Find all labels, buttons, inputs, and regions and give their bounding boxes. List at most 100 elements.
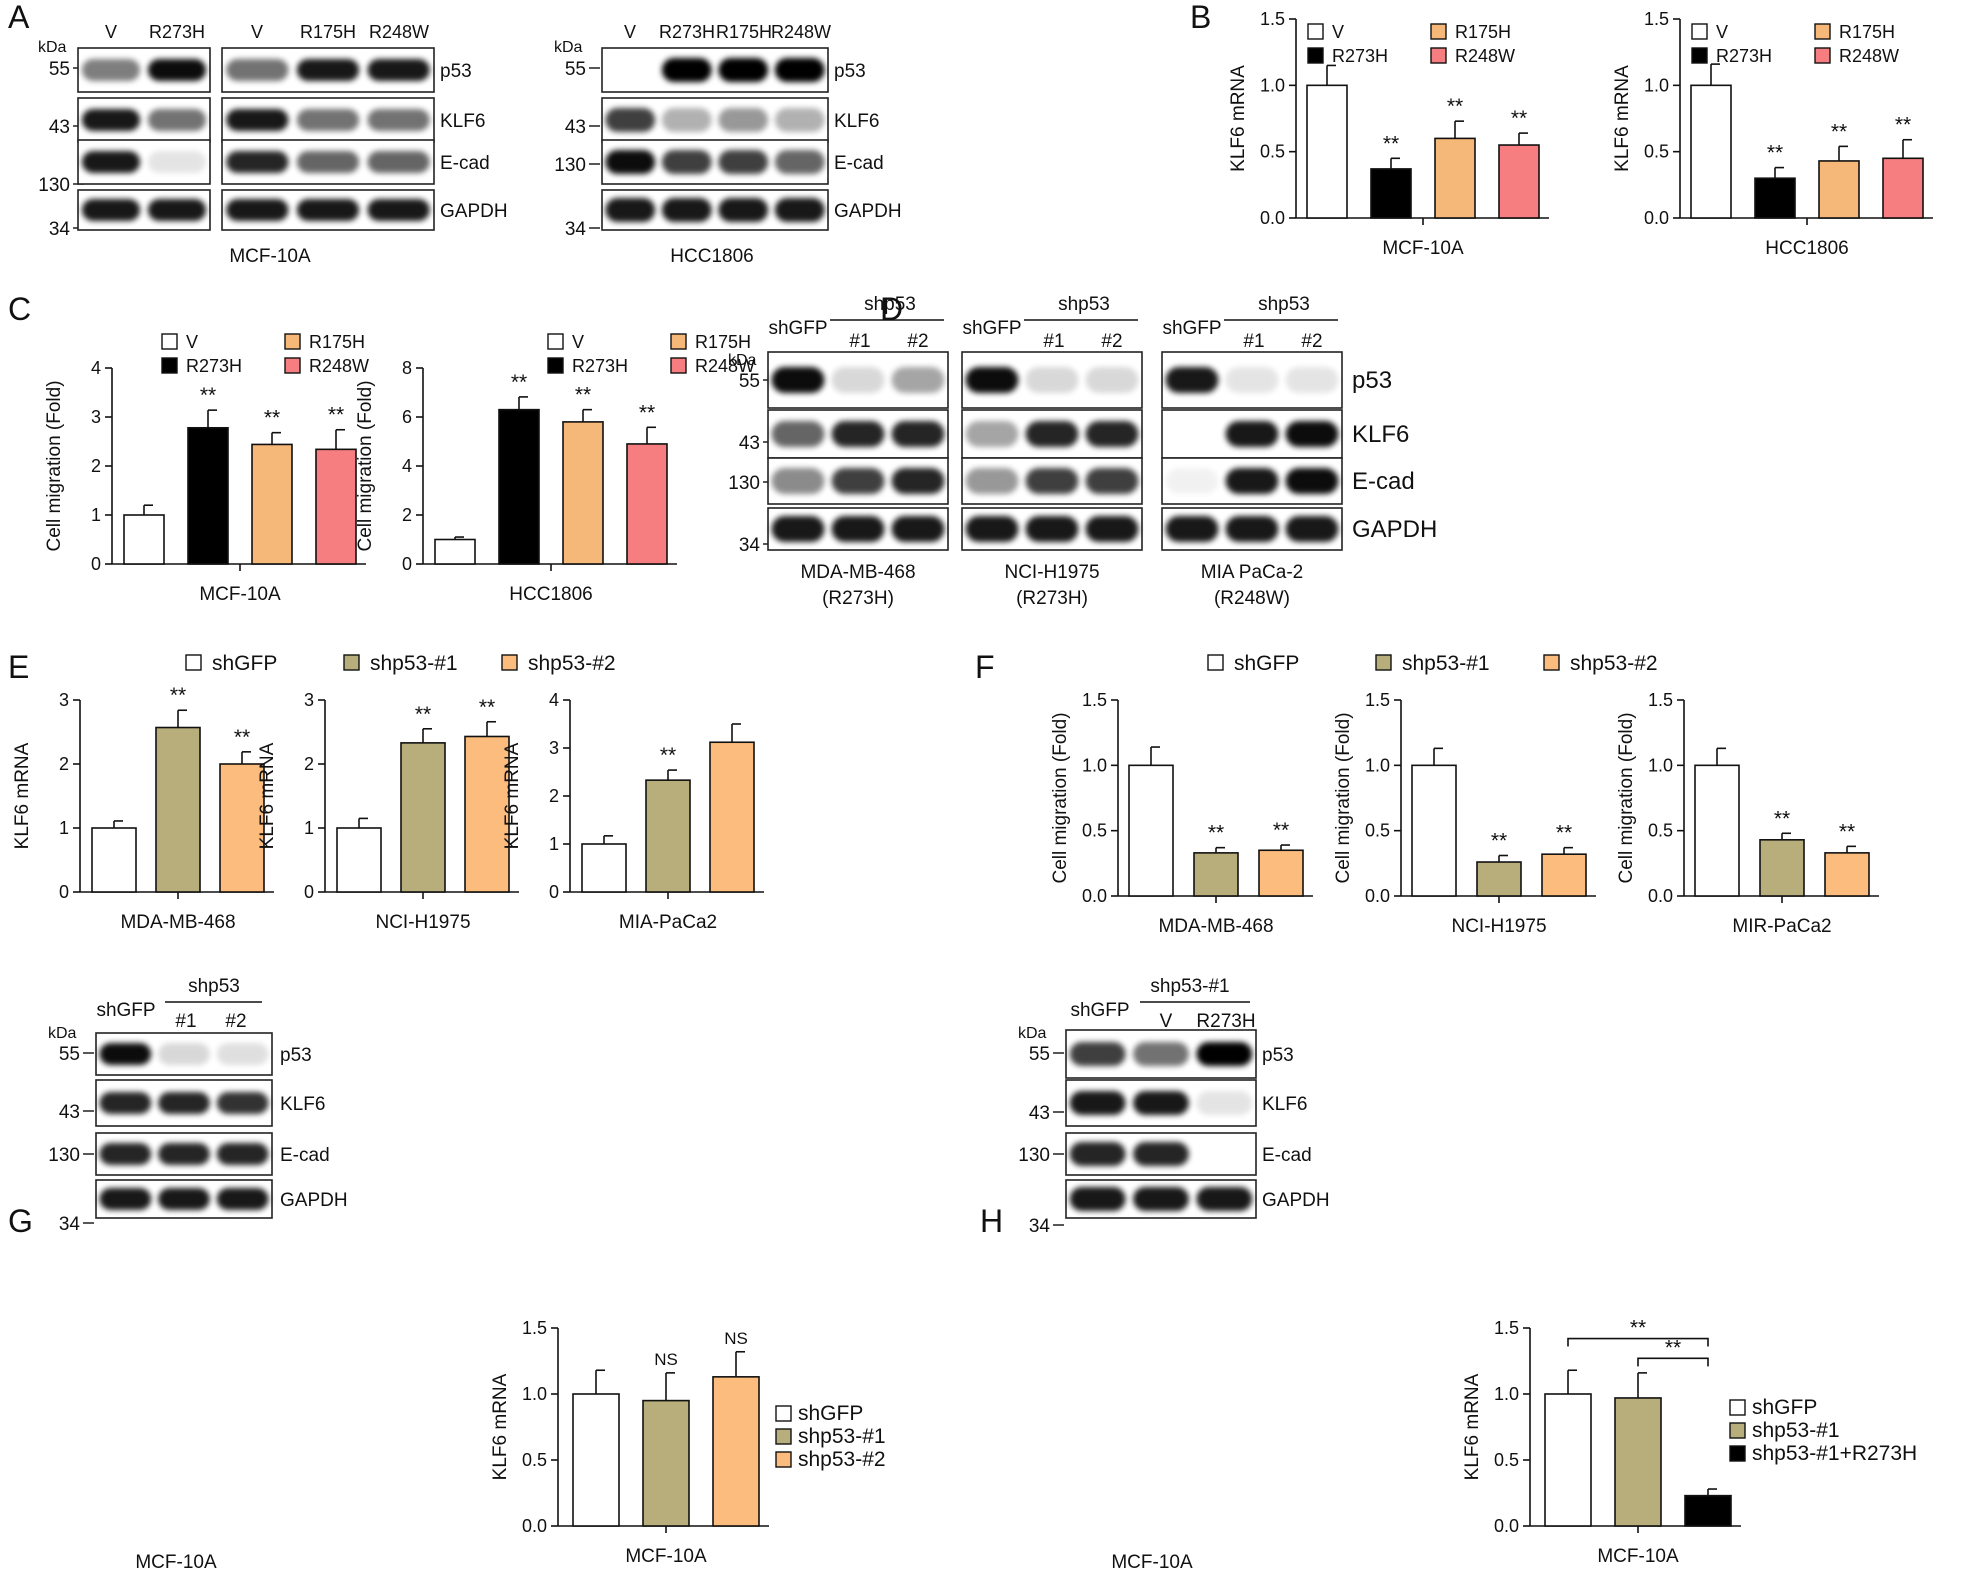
y-tick-label: 0.0: [1082, 886, 1107, 906]
blot-band-lane-2: [147, 109, 207, 131]
legend-entry: R273H: [186, 356, 242, 376]
bar-shGFP: [1694, 764, 1740, 897]
x-axis-label: NCI-H1975: [1451, 916, 1546, 937]
panel-letter-G: G: [8, 1203, 33, 1239]
blot-band-lane-4: [774, 58, 825, 82]
y-tick-label: 1.5: [1644, 9, 1669, 29]
y-axis-title: Cell migration (Fold): [355, 380, 376, 551]
blot-D-NCI-H1975-E-cad: [961, 457, 1143, 505]
blot-band-lane-2: [296, 59, 360, 81]
band-label-E-cad: E-cad: [1262, 1145, 1312, 1166]
y-tick-label: 0.5: [1260, 142, 1285, 162]
x-axis-label: MIR-PaCa2: [1732, 916, 1831, 937]
significance-label: **: [328, 404, 344, 427]
blot-band-lane-3: [891, 421, 945, 447]
mw-marker-43: 43: [739, 433, 760, 454]
blot-band-lane-1: [965, 421, 1019, 447]
bar-shp53-#1: [400, 742, 446, 893]
legend-entry: R273H: [572, 356, 628, 376]
y-tick-label: 0.5: [1082, 821, 1107, 841]
blot-G-p53: [95, 1032, 273, 1076]
lane-label-shgfp: shGFP: [1162, 318, 1221, 339]
legend-swatch-shp53-#1: [775, 1428, 792, 1445]
blot-G-E-cad: [95, 1132, 273, 1176]
blot-band-lane-1: [1069, 1187, 1126, 1211]
band-label-p53: p53: [280, 1045, 312, 1066]
band-label-GAPDH: GAPDH: [280, 1190, 348, 1211]
bar-R175H: [1434, 137, 1476, 219]
blot-band-lane-4: [774, 198, 825, 222]
blot-band-lane-2: [1225, 421, 1279, 447]
blot-band-lane-3: [1285, 421, 1339, 447]
lane-label-shgfp: shGFP: [962, 318, 1021, 339]
bar-R248W: [626, 443, 668, 565]
legend-entry: V: [186, 332, 198, 352]
blot-band-lane-2: [158, 1143, 210, 1165]
blot-band-lane-1: [99, 1043, 152, 1065]
legend-entry: V: [572, 332, 584, 352]
blot-band-lane-2: [1133, 1187, 1189, 1211]
legend-swatch-shp53-#2: [1543, 654, 1560, 671]
blot-band-lane-1: [99, 1143, 152, 1165]
blot-band-lane-2: [831, 516, 885, 542]
legend-entry: R273H: [1716, 46, 1772, 66]
band-label-GAPDH: GAPDH: [1262, 1190, 1330, 1211]
blot-D-MDA-MB-468-E-cad: [767, 457, 949, 505]
legend-swatch-shp53-#1: [343, 654, 360, 671]
lane-group-shp53: shp53: [188, 976, 240, 997]
blot-A-mcf-right-KLF6: [221, 97, 435, 143]
lane-label-v: V: [1160, 1011, 1173, 1032]
band-label-GAPDH: GAPDH: [834, 201, 902, 222]
significance-label: **: [1511, 107, 1527, 130]
kda-label: kDa: [48, 1025, 77, 1042]
legend-entry: shp53-#1+R273H: [1752, 1442, 1917, 1465]
blot-band-lane-2: [147, 151, 207, 173]
legend-swatch-R248W: [1814, 47, 1831, 64]
legend-swatch-shGFP: [1207, 654, 1224, 671]
y-tick-label: 0.5: [522, 1450, 547, 1470]
mw-marker-34: 34: [59, 1214, 81, 1235]
blot-D-MDA-MB-468-GAPDH: [767, 507, 949, 551]
mw-marker-55: 55: [565, 59, 586, 80]
chart-E2: 0 1 2 3 NCI-H1975 KLF6 mRNA ** **: [257, 690, 519, 933]
bar-shp53-#1: [155, 726, 201, 893]
kda-label: kDa: [728, 352, 757, 369]
band-label-E-cad: E-cad: [1352, 468, 1415, 495]
legend-entry: R248W: [695, 356, 755, 376]
y-tick-label: 1.0: [1365, 755, 1390, 775]
lane-label-shgfp: shGFP: [768, 318, 827, 339]
band-label-E-cad: E-cad: [280, 1145, 330, 1166]
y-tick-label: 0.0: [1644, 208, 1669, 228]
blot-band-lane-1: [99, 1092, 152, 1114]
legend-entry: R175H: [695, 332, 751, 352]
y-tick-label: 8: [402, 358, 412, 378]
blot-A-mcf-left-p53: [77, 47, 211, 93]
sig-bracket: [1637, 1357, 1709, 1367]
lane-label-R273H: R273H: [659, 22, 715, 42]
bar-shGFP: [572, 1393, 620, 1527]
legend: V R273H R175H R248W: [1307, 22, 1515, 66]
legend-swatch-shGFP: [185, 654, 202, 671]
panel-letter-D: D: [880, 291, 903, 327]
y-axis-title: KLF6 mRNA: [1228, 65, 1249, 172]
blot-D-NCI-H1975-GAPDH: [961, 507, 1143, 551]
y-tick-label: 0.0: [1648, 886, 1673, 906]
significance-label: **: [1767, 142, 1783, 165]
bar-shGFP: [1544, 1393, 1592, 1527]
blot-A-mcf-left-GAPDH: [77, 189, 211, 231]
significance-label: **: [264, 407, 280, 430]
significance-label: **: [575, 384, 591, 407]
blot-band-lane-1: [1165, 516, 1219, 542]
blot-band-lane-3: [1285, 516, 1339, 542]
bar-R175H: [251, 443, 293, 565]
legend: shGFP shp53-#1 shp53-#2: [1207, 652, 1658, 675]
legend-swatch-V: [1691, 23, 1708, 40]
blot-band-lane-1: [1069, 1042, 1126, 1066]
blot-band-lane-2: [1025, 516, 1079, 542]
band-label-p53: p53: [1352, 367, 1392, 394]
panel-letter-B: B: [1190, 0, 1211, 35]
legend: V R273H R175H R248W: [547, 332, 755, 376]
y-tick-label: 1: [304, 818, 314, 838]
blot-band-lane-2: [1025, 468, 1079, 494]
y-axis-title: KLF6 mRNA: [257, 742, 278, 849]
